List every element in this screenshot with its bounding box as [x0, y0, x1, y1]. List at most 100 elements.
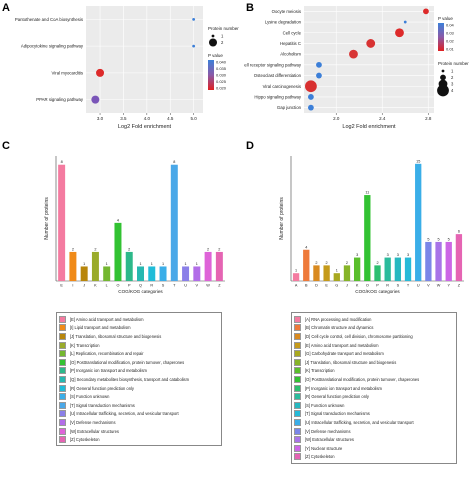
bar-value-label: 1: [295, 269, 297, 273]
x-tick-label: B: [305, 284, 308, 288]
bar: [170, 164, 178, 281]
x-axis-label: COG/KOG categories: [118, 289, 163, 294]
legend-item: [U] Intracellular trafficking, secretion…: [59, 410, 179, 419]
legend-label: [L] Replication, recombination and repai…: [70, 351, 144, 357]
legend-swatch: [59, 418, 66, 426]
legend-swatch: [294, 332, 301, 340]
legend-item: [W] Extracellular structures: [294, 435, 354, 444]
legend-label: [S] Function unknown: [70, 394, 110, 400]
color-legend-title: P value: [438, 16, 453, 21]
x-axis-label: Log2 Fold enrichment: [118, 124, 172, 130]
data-point: [308, 94, 314, 100]
bar: [148, 266, 156, 281]
category-label: Lysine degradation: [265, 20, 302, 25]
bar-value-label: 5: [437, 237, 439, 241]
legend-item: [B] Chromatin structure and dynamics: [294, 324, 373, 333]
size-legend-dot: [440, 74, 446, 81]
color-tick-label: 0.030: [216, 73, 227, 78]
x-tick-label: I: [72, 284, 73, 288]
bar-value-label: 8: [61, 160, 63, 164]
y-axis-label: Number of proteins: [279, 197, 285, 240]
bubble-chart-b: Oocyte meiosis Lysine degradation Cell cyc…: [244, 6, 469, 130]
bar: [125, 251, 133, 281]
x-axis-label: COG/KOG categories: [355, 289, 400, 294]
x-tick-label: Q: [139, 284, 142, 288]
bar: [323, 265, 330, 281]
legend-item: [Z] Cytoskeleton: [294, 453, 335, 462]
bar-value-label: 1: [139, 262, 141, 266]
category-label: Pantothenate and CoA biosynthesis: [15, 17, 83, 22]
bar-value-label: 3: [356, 253, 358, 257]
legend-item: [U] Intracellular trafficking, secretion…: [294, 418, 414, 427]
legend-label: [E] Amino acid transport and metabolism: [70, 316, 144, 322]
bar: [91, 251, 99, 281]
bar: [313, 265, 320, 281]
legend-item: [R] General function prediction only: [294, 392, 369, 401]
legend-label: [R] General function prediction only: [305, 394, 369, 400]
x-tick-label: W: [437, 284, 441, 288]
category-label: Adipocytokine signaling pathway: [21, 44, 84, 49]
legend-swatch: [294, 444, 301, 452]
legend-swatch: [294, 436, 301, 444]
bar-value-label: 5: [427, 237, 429, 241]
legend-item: [E] Amino acid transport and metabolism: [59, 315, 144, 324]
legend-item: [J] Translation, ribosomal structure and…: [59, 332, 161, 341]
data-point: [192, 17, 196, 21]
bar-value-label: 2: [72, 247, 74, 251]
legend-label: [R] General function prediction only: [70, 385, 134, 391]
bar: [445, 241, 452, 281]
legend-label: [W] Extracellular structures: [305, 437, 354, 443]
x-tick-label: V: [196, 284, 199, 288]
bar-chart-c: 8 E 2 I 1 J 2 K 1 L 4 O 2 P 1 Q 1 R 1 S 8 T 1 U 1 V 2 W 2 Z Number of …: [44, 156, 225, 294]
legend-swatch: [294, 324, 301, 332]
bar: [182, 266, 190, 281]
legend-swatch: [59, 384, 66, 392]
data-point: [308, 104, 314, 111]
legend-swatch: [59, 358, 66, 366]
size-legend-dot: [441, 69, 445, 73]
category-label: PPAR signaling pathway: [36, 97, 84, 102]
bar: [404, 257, 412, 281]
x-tick-label: J: [83, 284, 85, 288]
color-tick-label: 0.040: [216, 60, 227, 65]
legend-swatch: [59, 393, 66, 401]
bar: [204, 251, 212, 281]
x-tick-label: 3.5: [120, 116, 127, 121]
x-tick-label: V: [427, 284, 430, 288]
plot-background: [86, 6, 203, 113]
x-tick-label: 2.4: [379, 116, 386, 121]
bar-value-label: 5: [448, 237, 450, 241]
legend-swatch: [59, 332, 66, 340]
bar-value-label: 11: [365, 191, 369, 195]
legend-label: [Q] Secondary metabolites biosynthesis, …: [70, 376, 190, 382]
legend-label: [Y] Nuclear structure: [305, 445, 343, 451]
legend-item: [L] Replication, recombination and repai…: [59, 349, 144, 358]
legend-swatch: [294, 375, 301, 383]
bar-value-label: 1: [196, 262, 198, 266]
x-tick-label: R: [150, 284, 153, 288]
legend-item: [P] Inorganic ion transport and metaboli…: [59, 367, 147, 376]
legend-label: [V] Defense mechanisms: [305, 428, 351, 434]
legend-label: [A] RNA processing and modification: [305, 316, 372, 322]
y-axis-label: Number of proteins: [44, 197, 50, 240]
legend-label: [I] Lipid transport and metabolism: [70, 325, 131, 331]
legend-swatch: [294, 315, 301, 323]
data-point: [349, 49, 358, 59]
data-point: [423, 8, 429, 15]
x-tick-label: O: [366, 284, 369, 288]
color-tick-label: 0.03: [446, 31, 455, 36]
legend-label: [E] Amino acid transport and metabolism: [305, 342, 379, 348]
size-legend-dot: [437, 84, 449, 97]
legend-item: [R] General function prediction only: [59, 384, 134, 393]
x-axis-label: Log2 Fold enrichment: [342, 124, 396, 130]
legend-label: [B] Chromatin structure and dynamics: [305, 325, 374, 331]
legend-item: [O] Posttranslational modification, prot…: [294, 375, 419, 384]
bar-chart-d: 1 A 4 B 2 D 2 E 1 G 2 J 3 K 11 O 2 P 3 R 3 S 3 T 15 U 5 V 5 W 5 Y 6 Z Numb…: [279, 156, 464, 294]
x-tick-label: L: [106, 284, 108, 288]
bar-value-label: 1: [151, 262, 153, 266]
bar: [58, 164, 66, 281]
x-tick-label: S: [162, 284, 165, 288]
legend-swatch: [294, 384, 301, 392]
bar-value-label: 2: [346, 261, 348, 265]
legend-swatch: [59, 367, 66, 375]
